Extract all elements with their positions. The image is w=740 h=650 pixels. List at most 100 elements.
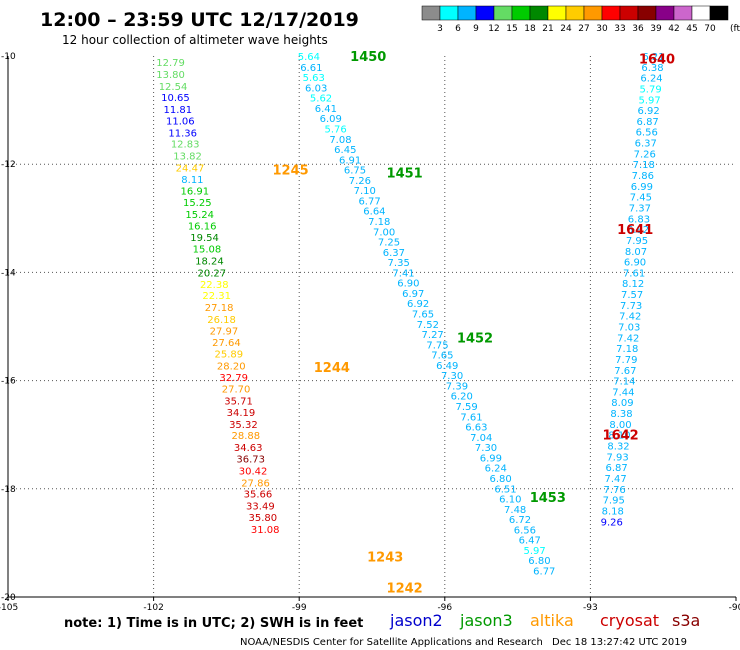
orbit-track-label: 1245: [273, 164, 309, 179]
orbit-track-label: 1642: [603, 429, 639, 444]
swh-data-label: 24.47: [176, 163, 205, 174]
swh-data-label: 7.04: [470, 433, 492, 444]
swh-data-label: 22.38: [200, 280, 229, 291]
swh-data-label: 7.03: [618, 323, 640, 334]
swh-data-label: 5.79: [639, 84, 661, 95]
swh-data-label: 7.26: [634, 149, 656, 160]
swh-data-label: 27.64: [212, 338, 241, 349]
swh-data-label: 6.24: [640, 74, 662, 85]
swh-data-label: 16.16: [188, 221, 217, 232]
swh-data-label: 7.45: [630, 193, 652, 204]
swh-data-label: 7.00: [373, 227, 395, 238]
swh-data-label: 7.86: [632, 171, 654, 182]
swh-data-label: 6.83: [628, 214, 650, 225]
legend-s3a: s3a: [672, 611, 700, 630]
legend-jason3: jason3: [459, 611, 513, 630]
swh-data-label: 6.61: [300, 63, 322, 74]
colorbar-swatch: [601, 5, 621, 21]
swh-data-label: 11.81: [164, 105, 193, 116]
orbit-track-label: 1452: [457, 331, 493, 346]
x-tick-label: -96: [437, 603, 452, 613]
swh-data-label: 16.91: [181, 187, 210, 198]
y-tick-label: -18: [1, 485, 16, 495]
swh-data-label: 7.65: [431, 351, 453, 362]
swh-data-label: 15.24: [185, 210, 214, 221]
x-tick-label: -99: [292, 603, 307, 613]
plot-area: -105 -102 -99 -96 -93 -90 -10 -12 -14 -16 -18 -20 12…: [0, 50, 740, 613]
swh-data-label: 12.79: [156, 58, 185, 69]
swh-data-label: 6.63: [465, 423, 487, 434]
orbit-track-label: 1640: [639, 53, 675, 68]
swh-data-label: 7.18: [368, 217, 390, 228]
swh-data-label: 12.54: [159, 82, 188, 93]
colorbar-tick-label: 21: [542, 24, 553, 34]
footer-note: note: 1) Time is in UTC; 2) SWH is in fe…: [64, 616, 363, 631]
swh-data-label: 7.95: [626, 236, 648, 247]
colorbar-swatch: [511, 5, 531, 21]
swh-data-label: 6.87: [637, 117, 659, 128]
legend-cryosat: cryosat: [600, 611, 659, 630]
swh-data-label: 6.99: [631, 182, 653, 193]
swh-data-label: 8.18: [602, 506, 624, 517]
colorbar-swatch: [421, 5, 441, 21]
swh-data-label: 6.09: [320, 114, 342, 125]
x-tick-label: -93: [583, 603, 598, 613]
swh-data-label: 5.62: [310, 94, 332, 105]
swh-data-label: 7.30: [475, 443, 497, 454]
footer-credit: NOAA/NESDIS Center for Satellite Applica…: [240, 637, 543, 648]
x-tick-label: -90: [729, 603, 740, 613]
y-tick-label: -14: [1, 268, 16, 278]
swh-data-label: 32.79: [219, 373, 248, 384]
swh-data-label: 11.06: [166, 116, 195, 127]
colorbar-swatch: [439, 5, 459, 21]
swh-data-label: 5.63: [303, 73, 325, 84]
swh-data-label: 6.92: [407, 299, 429, 310]
orbit-track-label: 1641: [617, 223, 653, 238]
swh-data-label: 18.24: [195, 256, 224, 267]
swh-data-label: 7.18: [616, 344, 638, 355]
swh-data-label: 35.80: [248, 513, 277, 524]
swh-data-label: 7.65: [412, 310, 434, 321]
colorbar-tick-label: 6: [455, 24, 461, 34]
swh-data-label: 8.07: [625, 247, 647, 258]
swh-data-label: 7.27: [422, 330, 444, 341]
swh-data-label: 6.03: [305, 83, 327, 94]
swh-data-label: 6.56: [514, 525, 536, 536]
swh-data-label: 31.08: [251, 525, 280, 536]
colorbar-tick-label: 27: [578, 24, 589, 34]
swh-data-label: 13.82: [173, 152, 202, 163]
swh-data-label: 7.25: [378, 238, 400, 249]
orbit-track-label: 1453: [530, 491, 566, 506]
swh-data-label: 28.20: [217, 361, 246, 372]
colorbar-tick-label: 12: [488, 24, 499, 34]
swh-data-label: 7.48: [504, 505, 526, 516]
swh-data-label: 6.80: [489, 474, 511, 485]
colorbar-swatch: [457, 5, 477, 21]
colorbar-swatch: [691, 5, 711, 21]
swh-data-label: 6.51: [494, 484, 516, 495]
swh-data-label: 7.42: [617, 333, 639, 344]
swh-data-label: 6.77: [358, 196, 380, 207]
satellite-legend: jason2 jason3 altika cryosat s3a: [389, 611, 700, 630]
swh-data-label: 7.41: [392, 268, 414, 279]
y-tick-label: -16: [1, 377, 16, 387]
swh-data-label: 7.30: [441, 371, 463, 382]
swh-data-label: 27.86: [241, 478, 270, 489]
colorbar-swatch: [709, 5, 729, 21]
orbit-track-label: 1243: [367, 550, 403, 565]
colorbar-swatch: [475, 5, 495, 21]
swh-data-label: 6.75: [344, 166, 366, 177]
swh-data-label: 6.90: [624, 258, 646, 269]
swh-data-label: 6.20: [451, 392, 473, 403]
colorbar-swatch: [493, 5, 513, 21]
swh-data-label: 6.41: [315, 104, 337, 115]
orbit-track-label: 1242: [387, 581, 423, 596]
swh-data-label: 6.47: [519, 536, 541, 547]
swh-data-label: 5.97: [638, 95, 660, 106]
swh-data-label: 7.73: [620, 301, 642, 312]
colorbar-tick-label: 9: [473, 24, 479, 34]
legend-altika: altika: [530, 611, 574, 630]
colorbar-swatch: [565, 5, 585, 21]
swh-data-label: 7.61: [460, 412, 482, 423]
